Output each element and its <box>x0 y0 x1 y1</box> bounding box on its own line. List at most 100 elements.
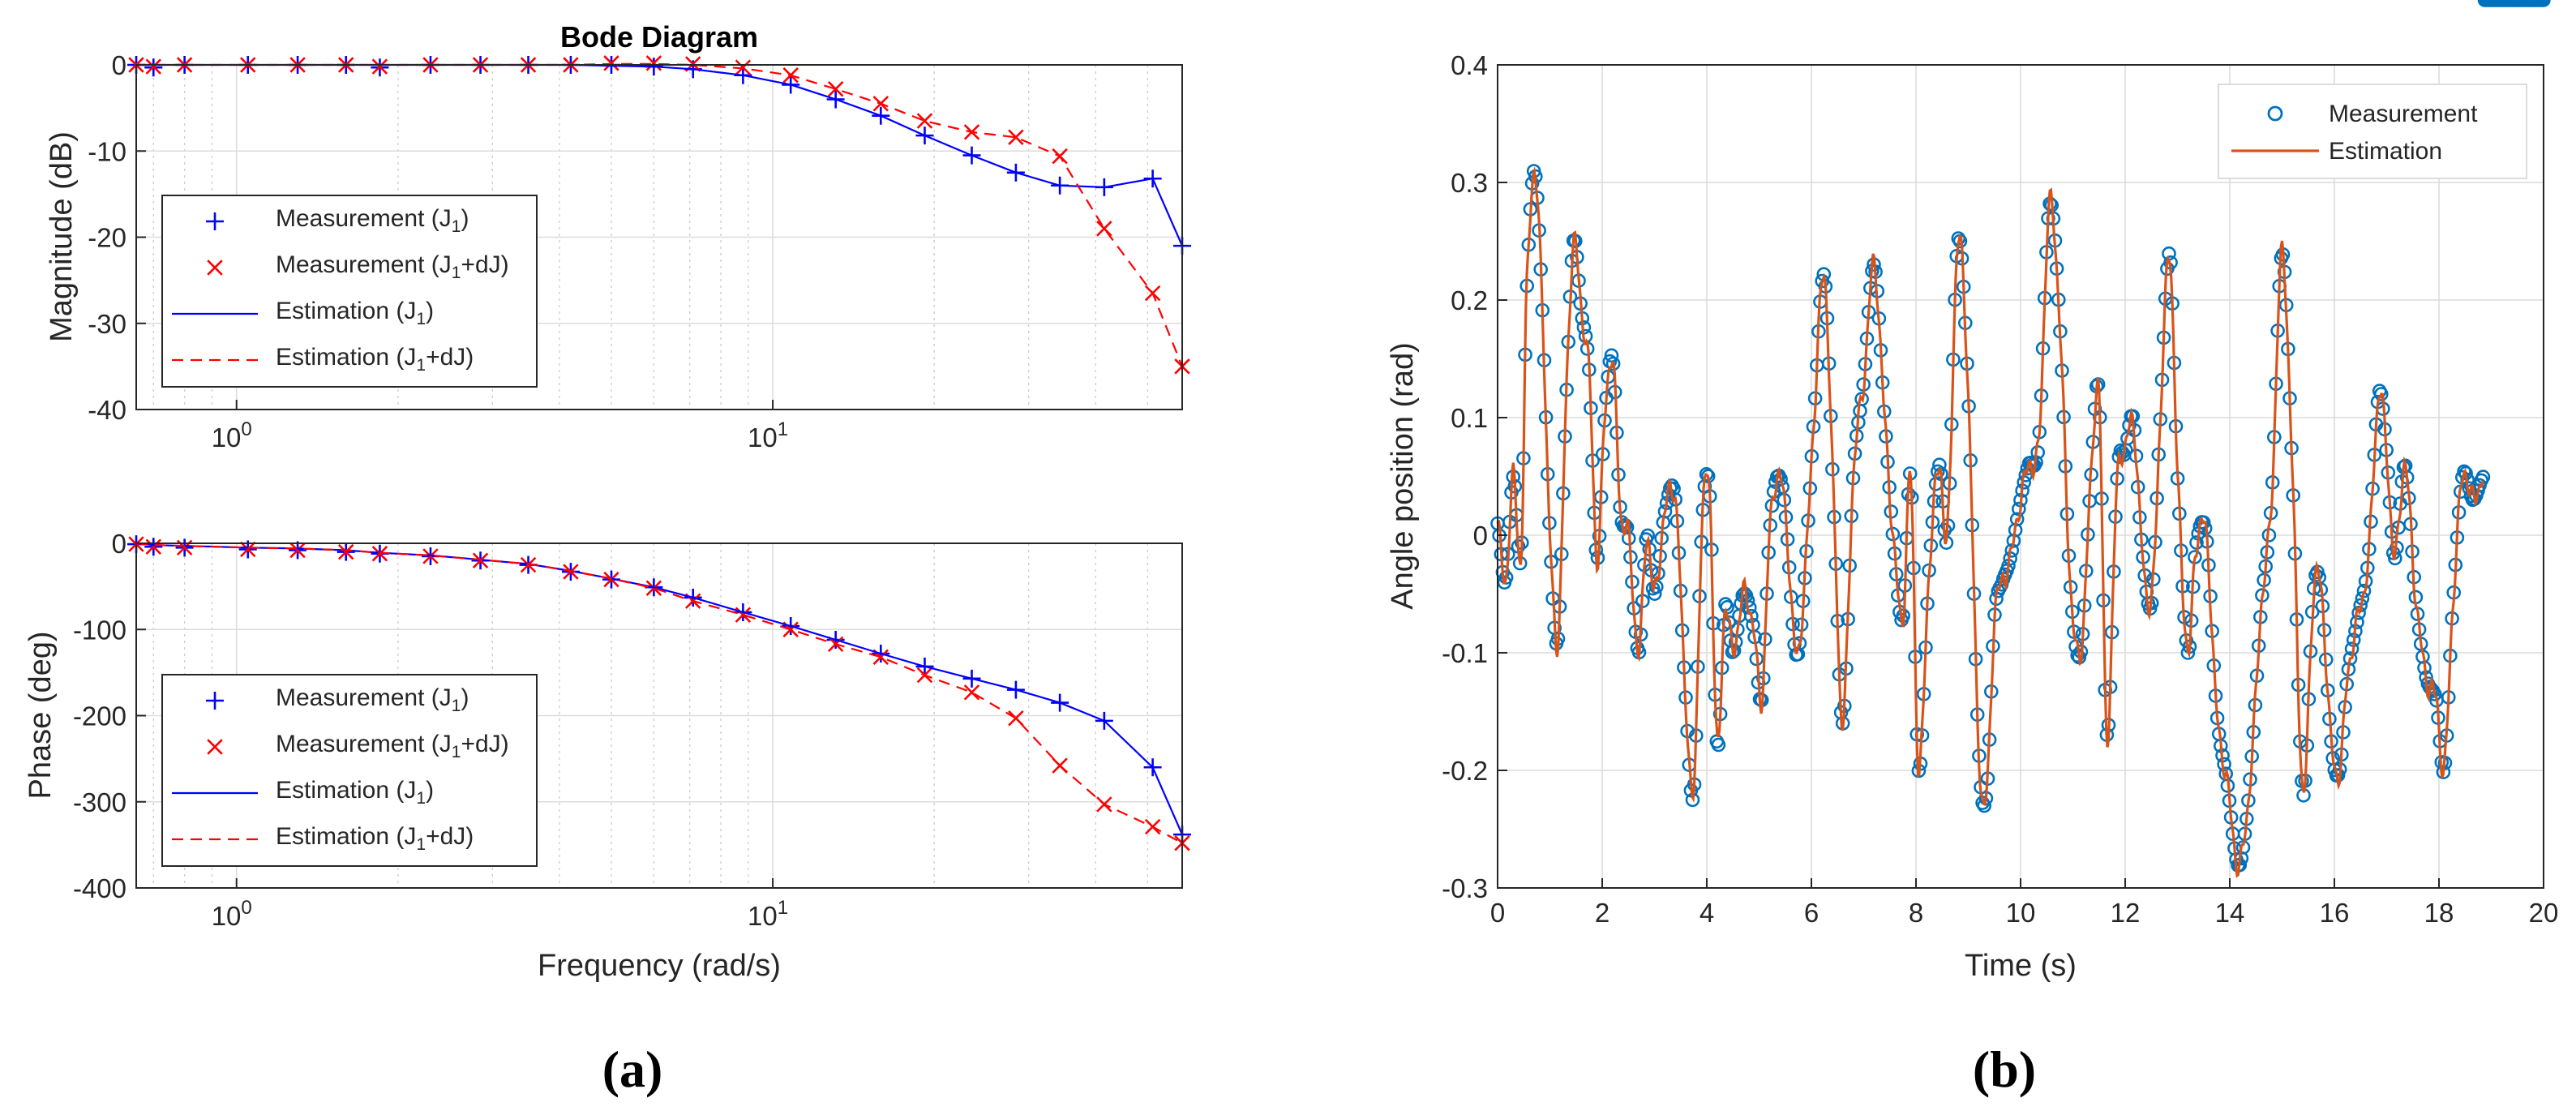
measurement-point <box>2536 0 2551 7</box>
estimation-line <box>1496 165 2484 878</box>
time-xtick-label: 2 <box>1595 898 1609 928</box>
measurement-point <box>2009 512 2025 527</box>
mag-xtick-label: 101 <box>748 418 788 452</box>
time-ytick-label: 0.2 <box>1451 285 1488 315</box>
time-xtick-label: 12 <box>2111 898 2141 928</box>
mag-ytick-label: -10 <box>88 136 126 166</box>
phase-ytick-label: -400 <box>73 873 126 903</box>
mag-legend-label: Measurement (J1+dJ) <box>276 251 509 282</box>
mag-legend-label: Estimation (J1+dJ) <box>276 344 474 375</box>
magnitude-legend: Measurement (J1) Measurement (J1+dJ) Estim… <box>161 195 538 388</box>
phase-xticks: 100 101 <box>212 878 788 931</box>
time-ytick-label: -0.1 <box>1442 638 1488 668</box>
magnitude-title: Bode Diagram <box>560 20 758 54</box>
mag-cross-marker <box>916 113 933 129</box>
time-xtick-label: 4 <box>1699 898 1714 928</box>
measurement-point <box>2351 605 2366 620</box>
phase-legend-marker-sample <box>206 692 224 710</box>
magnitude-plot: 0 -10 -20 -30 -40 100 101 Bode Diagram Magnit… <box>45 20 1191 452</box>
mag-legend-marker-sample <box>206 212 224 230</box>
phase-legend-label: Estimation (J1) <box>276 777 434 808</box>
time-legend-box <box>2218 84 2527 179</box>
panel-label-a: (a) <box>602 1040 663 1098</box>
panel-label-b: (b) <box>1973 1040 2036 1098</box>
measurement-point <box>1711 737 1726 753</box>
mag-legend-marker-sample <box>207 259 223 276</box>
time-xtick-label: 6 <box>1804 898 1819 928</box>
time-ytick-label: 0.3 <box>1451 168 1488 198</box>
time-ylabel: Angle position (rad) <box>1386 342 1420 610</box>
time-xtick-label: 20 <box>2529 898 2559 928</box>
mag-cross-marker <box>645 55 662 71</box>
measurement-point <box>2356 583 2372 598</box>
mag-cross-marker <box>145 58 162 75</box>
measurement-point <box>2196 515 2211 530</box>
phase-yticks: 0 -100 -200 -300 -400 <box>73 529 146 903</box>
phase-cross-marker <box>1008 710 1024 727</box>
mag-legend-label: Measurement (J1) <box>276 205 469 236</box>
mag-ytick-label: -40 <box>88 395 126 425</box>
time-xtick-label: 10 <box>2006 898 2036 928</box>
magnitude-xticks: 100 101 <box>212 400 788 452</box>
phase-legend-label: Estimation (J1+dJ) <box>276 823 474 854</box>
time-ytick-label: -0.2 <box>1442 756 1488 786</box>
time-xtick-label: 8 <box>1909 898 1923 928</box>
mag-cross-marker <box>1008 129 1024 145</box>
time-xticks: 0 2 4 6 8 10 12 14 16 18 20 <box>1490 878 2559 928</box>
phase-ylabel: Phase (deg) <box>24 631 58 799</box>
mag-cross-marker <box>1096 221 1112 237</box>
mag-legend-box <box>161 195 538 388</box>
time-xtick-label: 16 <box>2320 898 2350 928</box>
time-response-plot: -0.3 -0.2 -0.1 0 0.1 0.2 0.3 0.4 0 2 4 6 8 10 12 14 16 1… <box>1386 0 2558 983</box>
mag-ytick-label: -20 <box>88 223 126 253</box>
time-legend-label: Measurement <box>2329 101 2478 127</box>
phase-ytick-label: 0 <box>112 529 126 559</box>
time-series <box>1490 0 2551 878</box>
mag-cross-marker <box>371 58 388 75</box>
phase-ytick-label: -200 <box>73 701 126 731</box>
phase-xtick-label: 100 <box>212 897 252 931</box>
phase-cross-marker <box>240 541 256 558</box>
phase-ytick-label: -300 <box>73 787 126 817</box>
phase-ytick-label: -100 <box>73 615 126 645</box>
measurement-point <box>1604 348 1619 363</box>
time-yticks: -0.3 -0.2 -0.1 0 0.1 0.2 0.3 0.4 <box>1442 50 1507 903</box>
time-ytick-label: 0 <box>1473 521 1488 551</box>
mag-cross-marker <box>735 59 752 75</box>
time-ytick-label: -0.3 <box>1442 873 1488 903</box>
mag-xtick-label: 100 <box>212 418 252 452</box>
measurement-point <box>2374 387 2389 401</box>
phase-cross-marker <box>338 543 354 560</box>
mag-legend-label: Estimation (J1) <box>276 298 434 328</box>
mag-cross-marker <box>827 81 844 97</box>
time-legend-label: Estimation <box>2329 138 2442 165</box>
phase-cross-marker <box>145 538 162 555</box>
phase-legend-marker-sample <box>207 739 223 755</box>
mag-ytick-label: -30 <box>88 309 126 339</box>
time-ytick-label: 0.1 <box>1451 403 1488 433</box>
phase-series-solid-line <box>135 542 1184 835</box>
mag-ytick-label: 0 <box>112 50 126 80</box>
measurement-point <box>1854 392 1869 406</box>
time-xlabel: Time (s) <box>1965 949 2077 983</box>
measurement-point <box>1931 464 1945 479</box>
magnitude-yticks: 0 -10 -20 -30 -40 <box>88 50 146 425</box>
time-legend-circle-sample <box>2267 105 2283 122</box>
time-ytick-label: 0.4 <box>1451 50 1488 80</box>
phase-cross-marker <box>289 542 306 559</box>
phase-plot: 0 -100 -200 -300 -400 100 101 Phase (deg) Fre… <box>24 529 1191 983</box>
time-xtick-label: 14 <box>2215 898 2245 928</box>
phase-xlabel: Frequency (rad/s) <box>538 949 781 983</box>
magnitude-ylabel: Magnitude (dB) <box>45 131 79 342</box>
time-xtick-label: 0 <box>1490 898 1505 928</box>
phase-legend-box <box>161 674 538 867</box>
measurement-point <box>1977 798 1991 813</box>
time-xtick-label: 18 <box>2424 898 2454 928</box>
measurement-point <box>1699 466 1714 482</box>
time-legend: Measurement Estimation <box>2218 84 2527 179</box>
phase-cross-marker <box>963 684 980 701</box>
phase-legend-label: Measurement (J1+dJ) <box>276 731 509 761</box>
phase-legend-label: Measurement (J1) <box>276 684 469 715</box>
phase-xtick-label: 101 <box>748 897 788 931</box>
